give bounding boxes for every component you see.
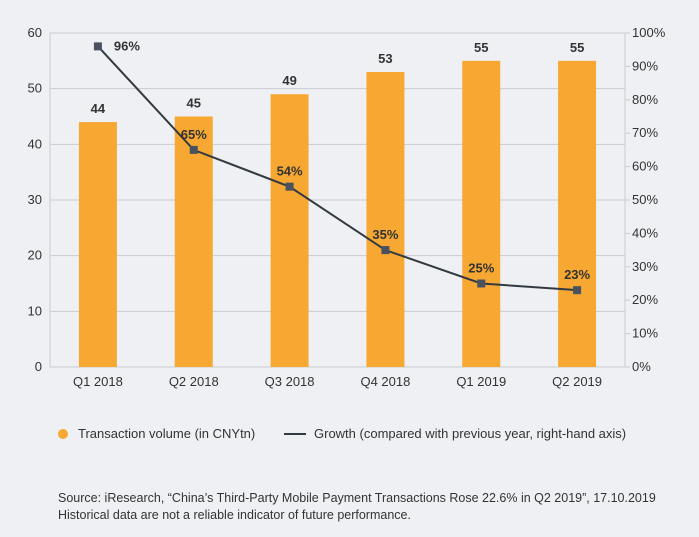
bar-value-label: 55 (474, 40, 488, 55)
growth-marker (381, 246, 390, 255)
bar-value-label: 53 (378, 51, 392, 66)
source-line: Source: iResearch, “China’s Third-Party … (58, 491, 656, 505)
y-right-tick-label: 30% (632, 259, 658, 274)
y-left-tick-label: 40 (28, 136, 42, 151)
bar (366, 71, 405, 367)
growth-value-label: 23% (564, 267, 590, 282)
y-right-tick-label: 20% (632, 292, 658, 307)
growth-value-label: 54% (277, 164, 303, 179)
x-tick-label: Q2 2018 (169, 374, 219, 389)
chart: 0 10 20 30 40 50 60 0% 10% 20% 30% 40% 50% 60% 70% 80% 9… (28, 25, 666, 389)
growth-value-label: 96% (114, 38, 140, 53)
growth-value-label: 65% (181, 127, 207, 142)
legend-bar-swatch (58, 428, 68, 439)
growth-marker (285, 182, 294, 191)
x-tick-label: Q1 2019 (456, 374, 506, 389)
y-left-tick-label: 10 (28, 303, 42, 318)
source-note: Source: iResearch, “China’s Third-Party … (58, 490, 656, 524)
y-left-tick-label: 60 (28, 25, 42, 40)
x-tick-label: Q4 2018 (360, 374, 410, 389)
growth-marker (573, 286, 582, 295)
disclaimer-line: Historical data are not a reliable indic… (58, 508, 411, 522)
bar (78, 122, 117, 367)
y-right-tick-label: 10% (632, 326, 658, 341)
y-right-tick-label: 60% (632, 159, 658, 174)
growth-value-label: 35% (372, 227, 398, 242)
x-tick-label: Q3 2018 (265, 374, 315, 389)
y-right-tick-label: 40% (632, 225, 658, 240)
legend-line-swatch (284, 432, 306, 435)
y-right-tick-label: 90% (632, 58, 658, 73)
legend-line-label: Growth (compared with previous year, rig… (314, 426, 627, 441)
legend-item-volume: Transaction volume (in CNYtn) (58, 426, 255, 441)
x-tick-label: Q1 2018 (73, 374, 123, 389)
bar-value-label: 49 (282, 73, 296, 88)
bar (174, 116, 213, 367)
bar-value-label: 55 (570, 40, 584, 55)
y-left-tick-label: 50 (28, 81, 42, 96)
bar (270, 94, 309, 367)
legend-item-growth: Growth (compared with previous year, rig… (284, 426, 626, 441)
y-right-tick-label: 50% (632, 192, 658, 207)
growth-marker (93, 42, 102, 51)
bar-value-label: 45 (187, 96, 201, 111)
y-left-tick-label: 20 (28, 248, 42, 263)
y-right-tick-label: 80% (632, 92, 658, 107)
legend-bar-label: Transaction volume (in CNYtn) (78, 426, 256, 441)
y-left-tick-label: 30 (28, 192, 42, 207)
y-right-tick-label: 100% (632, 25, 666, 40)
y-right-tick-label: 0% (632, 359, 651, 374)
x-tick-label: Q2 2019 (552, 374, 602, 389)
y-left-tick-label: 0 (35, 359, 42, 374)
growth-line (97, 45, 578, 292)
bar (558, 60, 597, 367)
y-right-tick-label: 70% (632, 125, 658, 140)
growth-value-label: 25% (468, 261, 494, 276)
bar-value-label: 44 (91, 101, 106, 116)
growth-marker (477, 279, 486, 288)
bar (462, 60, 501, 367)
growth-marker (189, 145, 198, 154)
